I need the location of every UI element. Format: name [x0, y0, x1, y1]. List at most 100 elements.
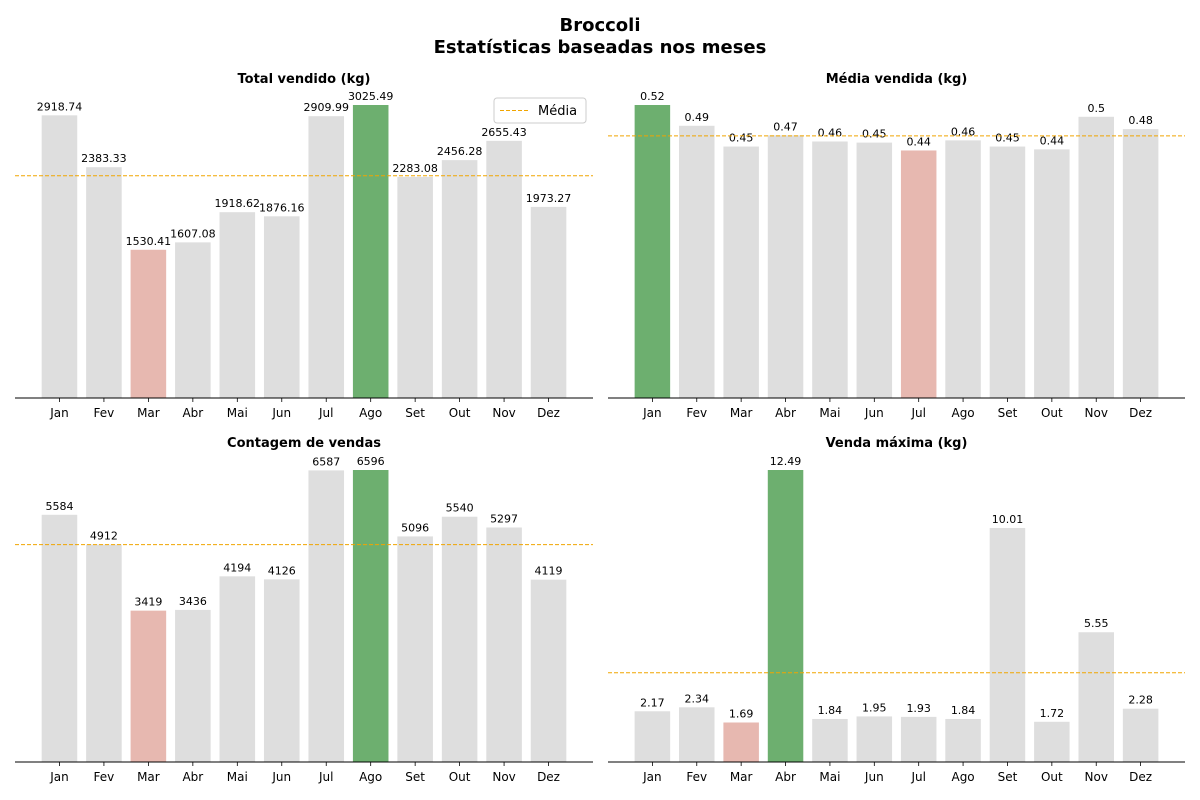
bar-jan [41, 514, 78, 762]
chart-title: Média vendida (kg) [826, 72, 968, 87]
data-label: 2918.74 [37, 100, 83, 113]
bar-nov [1078, 116, 1114, 398]
data-label: 1.69 [729, 707, 754, 720]
x-tick-label: Jul [910, 406, 925, 420]
data-label: 0.46 [951, 125, 976, 138]
x-tick-label: Abr [182, 406, 203, 420]
data-label: 1.84 [818, 704, 843, 717]
data-label: 0.49 [685, 111, 710, 124]
legend-label: Média [538, 104, 577, 119]
x-tick-label: Mai [819, 406, 840, 420]
bar-nov [486, 527, 522, 762]
data-label: 1973.27 [526, 192, 572, 205]
bar-set [397, 536, 433, 762]
bar-mai [219, 212, 256, 398]
x-tick-label: Out [449, 406, 471, 420]
chart-title: Contagem de vendas [227, 436, 381, 451]
x-tick-label: Ago [951, 770, 974, 784]
data-label: 1876.16 [259, 201, 305, 214]
bar-fev [86, 167, 122, 398]
x-tick-label: Fev [686, 770, 707, 784]
bar-jan [634, 711, 671, 762]
data-label: 0.48 [1128, 114, 1153, 127]
bar-set [397, 176, 433, 398]
x-tick-label: Jan [642, 770, 662, 784]
x-tick-label: Mar [137, 770, 160, 784]
chart-panel-3: Contagem de vendas 5584 Jan 4912 Fev 3419 Mar 3… [15, 436, 593, 784]
x-tick-label: Jun [864, 406, 884, 420]
data-label: 4126 [268, 564, 296, 577]
x-tick-label: Jun [864, 770, 884, 784]
x-tick-label: Jan [49, 406, 69, 420]
figure-title: Broccoli [559, 15, 640, 36]
data-label: 0.45 [729, 132, 754, 145]
x-tick-label: Dez [1129, 770, 1152, 784]
x-tick-label: Fev [686, 406, 707, 420]
data-label: 5.55 [1084, 617, 1109, 630]
x-tick-label: Abr [182, 770, 203, 784]
x-tick-label: Dez [537, 406, 560, 420]
x-tick-label: Mar [730, 770, 753, 784]
bar-dez [530, 579, 567, 762]
bar-abr [767, 135, 804, 398]
data-label: 0.46 [818, 126, 843, 139]
bar-mar [130, 610, 167, 762]
chart-panel-4: Venda máxima (kg) 2.17 Jan 2.34 Fev 1.69 Mar 12… [608, 436, 1185, 784]
x-tick-label: Abr [775, 406, 796, 420]
bar-dez [1122, 708, 1159, 762]
bar-abr [175, 242, 211, 398]
bar-fev [679, 125, 715, 399]
x-tick-label: Mai [227, 406, 248, 420]
x-tick-label: Ago [359, 770, 382, 784]
data-label: 2283.08 [392, 162, 438, 175]
data-label: 3025.49 [348, 90, 394, 103]
x-tick-label: Dez [1129, 406, 1152, 420]
legend-box [493, 97, 587, 124]
x-tick-label: Set [998, 770, 1018, 784]
x-tick-label: Nov [1085, 406, 1108, 420]
x-tick-label: Out [1041, 770, 1063, 784]
data-label: 5540 [446, 502, 474, 515]
bar-mar [130, 249, 167, 398]
data-label: 1.93 [906, 702, 931, 715]
x-tick-label: Jul [318, 406, 333, 420]
data-label: 6596 [357, 455, 385, 468]
data-label: 1.95 [862, 701, 887, 714]
x-tick-label: Fev [94, 770, 115, 784]
bar-jun [856, 716, 893, 762]
data-label: 4119 [535, 565, 563, 578]
data-label: 0.5 [1087, 102, 1105, 115]
x-tick-label: Ago [359, 406, 382, 420]
bar-ago [945, 718, 981, 762]
data-label: 3419 [134, 596, 162, 609]
data-label: 6587 [312, 455, 340, 468]
data-label: 2655.43 [481, 126, 527, 139]
data-label: 0.47 [773, 120, 798, 133]
bar-ago [945, 140, 981, 399]
bar-jul [900, 716, 937, 762]
data-label: 0.44 [1040, 134, 1065, 147]
x-tick-label: Nov [492, 770, 515, 784]
bar-set [989, 146, 1026, 398]
x-tick-label: Mar [137, 406, 160, 420]
chart-title: Total vendido (kg) [238, 72, 371, 87]
bar-jan [41, 115, 78, 398]
bar-ago [352, 105, 389, 398]
data-label: 1530.41 [126, 235, 172, 248]
data-label: 2.17 [640, 696, 665, 709]
bar-nov [1078, 632, 1114, 762]
x-tick-label: Ago [951, 406, 974, 420]
bar-out [1034, 721, 1070, 762]
data-label: 10.01 [992, 513, 1024, 526]
x-tick-label: Mai [227, 770, 248, 784]
x-tick-label: Fev [94, 406, 115, 420]
x-tick-label: Jan [49, 770, 69, 784]
data-label: 1607.08 [170, 227, 216, 240]
bar-out [1034, 149, 1070, 398]
data-label: 5096 [401, 521, 429, 534]
x-tick-label: Jul [318, 770, 333, 784]
data-label: 12.49 [770, 455, 802, 468]
figure-subtitle: Estatísticas baseadas nos meses [434, 37, 767, 58]
x-tick-label: Jun [271, 406, 291, 420]
x-tick-label: Nov [1085, 770, 1108, 784]
